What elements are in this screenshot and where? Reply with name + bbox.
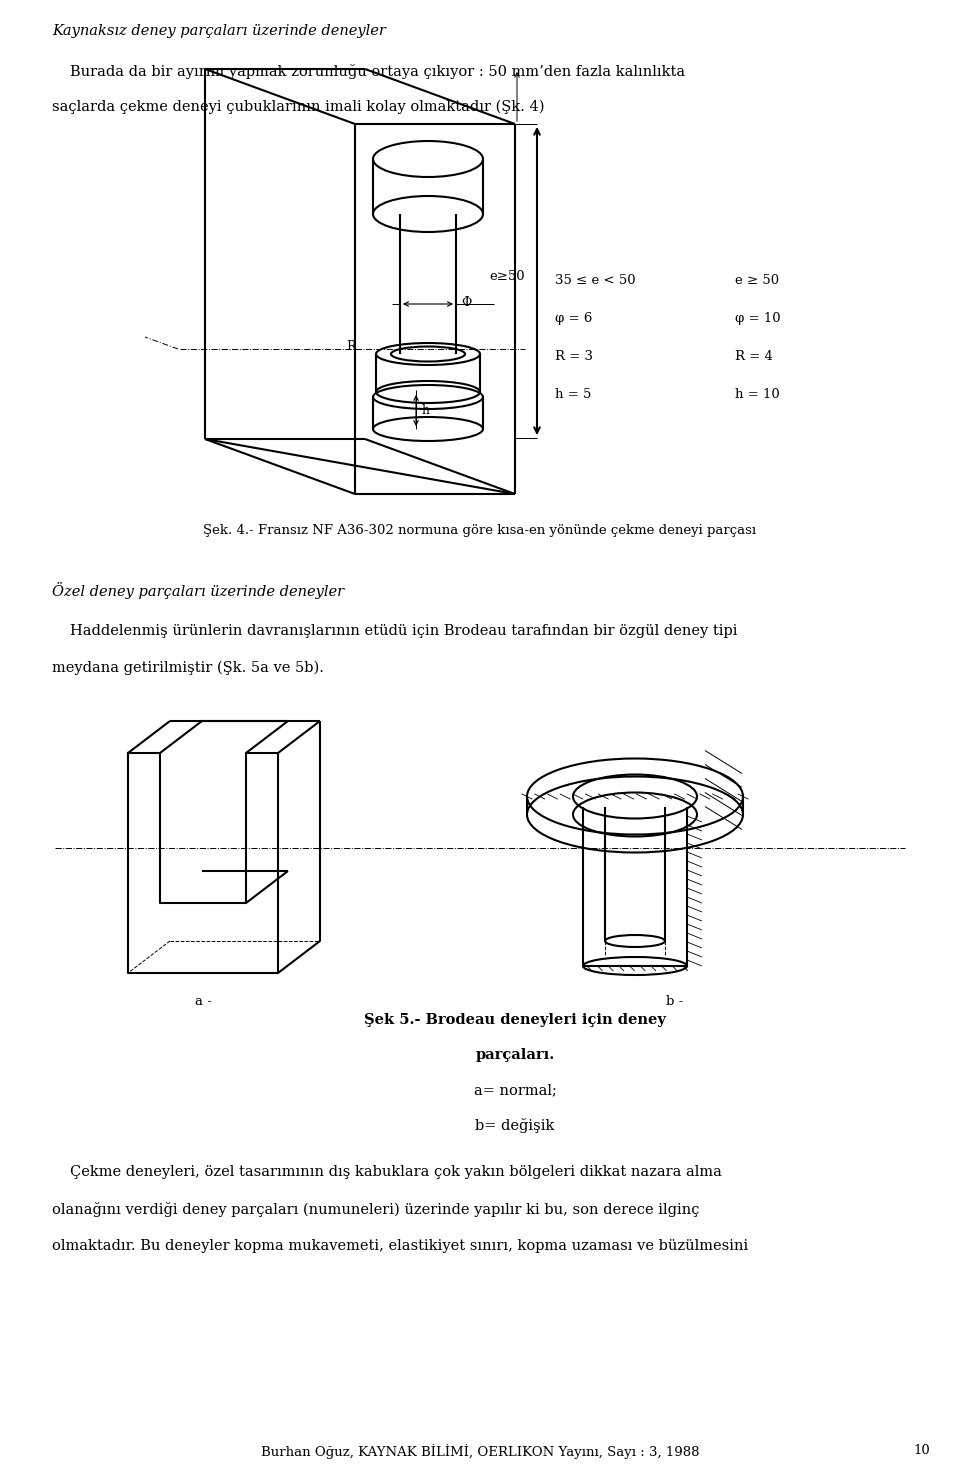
- Text: saçlarda çekme deneyi çubuklarının imali kolay olmaktadır (Şk. 4): saçlarda çekme deneyi çubuklarının imali…: [52, 101, 544, 114]
- Text: Çekme deneyleri, özel tasarımının dış kabuklara çok yakın bölgeleri dikkat nazar: Çekme deneyleri, özel tasarımının dış ka…: [70, 1165, 722, 1179]
- Text: Şek. 4.- Fransız NF A36-302 normuna göre kısa-en yönünde çekme deneyi parçası: Şek. 4.- Fransız NF A36-302 normuna göre…: [204, 524, 756, 537]
- Text: Özel deney parçaları üzerinde deneyler: Özel deney parçaları üzerinde deneyler: [52, 583, 344, 599]
- Text: Burada da bir ayırım yapmak zorunluğu ortaya çıkıyor : 50 mm’den fazla kalınlıkt: Burada da bir ayırım yapmak zorunluğu or…: [70, 64, 685, 78]
- Text: Şek 5.- Brodeau deneyleri için deney: Şek 5.- Brodeau deneyleri için deney: [364, 1013, 666, 1026]
- Text: R = 3: R = 3: [555, 351, 593, 362]
- Text: Kaynaksız deney parçaları üzerinde deneyler: Kaynaksız deney parçaları üzerinde deney…: [52, 24, 386, 38]
- Text: h = 10: h = 10: [735, 387, 780, 401]
- Text: φ = 10: φ = 10: [735, 312, 780, 325]
- Text: meydana getirilmiştir (Şk. 5a ve 5b).: meydana getirilmiştir (Şk. 5a ve 5b).: [52, 661, 324, 676]
- Text: R = 4: R = 4: [735, 351, 773, 362]
- Text: h: h: [422, 404, 430, 417]
- Text: 35 ≤ e < 50: 35 ≤ e < 50: [555, 274, 636, 287]
- Text: e≥50: e≥50: [489, 269, 524, 282]
- Text: parçaları.: parçaları.: [475, 1049, 555, 1062]
- Text: Φ: Φ: [461, 296, 471, 309]
- Text: Burhan Oğuz, KAYNAK BİLİMİ, OERLIKON Yayını, Sayı : 3, 1988: Burhan Oğuz, KAYNAK BİLİMİ, OERLIKON Yay…: [261, 1444, 699, 1458]
- Text: e ≥ 50: e ≥ 50: [735, 274, 780, 287]
- Text: Haddelenmiş ürünlerin davranışlarının etüdü için Brodeau tarafından bir özgül de: Haddelenmiş ürünlerin davranışlarının et…: [70, 624, 737, 637]
- Text: 10: 10: [913, 1444, 930, 1457]
- Text: a -: a -: [195, 995, 211, 1009]
- Text: h = 5: h = 5: [555, 387, 591, 401]
- Text: b -: b -: [666, 995, 684, 1009]
- Text: a= normal;: a= normal;: [473, 1083, 557, 1097]
- Text: R: R: [346, 340, 355, 352]
- Text: olmaktadır. Bu deneyler kopma mukavemeti, elastikiyet sınırı, kopma uzaması ve b: olmaktadır. Bu deneyler kopma mukavemeti…: [52, 1239, 748, 1253]
- Text: olanağını verdiği deney parçaları (numuneleri) üzerinde yapılır ki bu, son derec: olanağını verdiği deney parçaları (numun…: [52, 1202, 700, 1217]
- Text: b= değişik: b= değişik: [475, 1118, 555, 1133]
- Text: φ = 6: φ = 6: [555, 312, 592, 325]
